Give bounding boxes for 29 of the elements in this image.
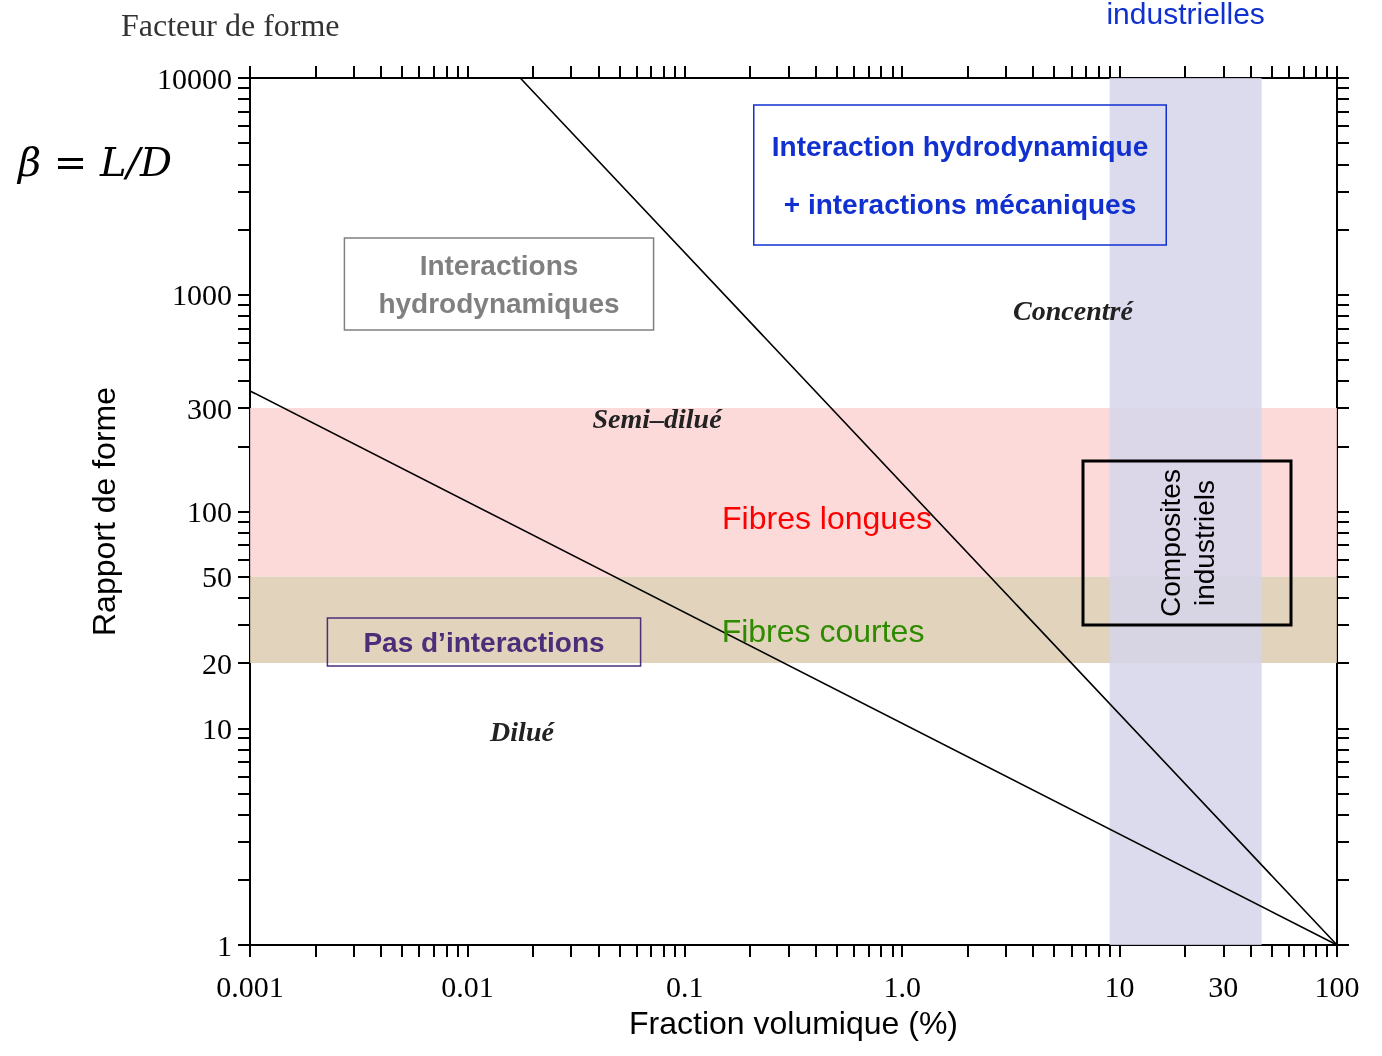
y-tick-label: 50	[202, 560, 232, 594]
x-tick-label: 1.0	[883, 969, 921, 1003]
y-tick-label: 20	[202, 646, 232, 680]
chart-title: Facteur de forme	[121, 7, 340, 43]
x-tick-label: 0.01	[441, 969, 494, 1003]
x-tick-label: 30	[1208, 969, 1239, 1003]
annotation: Semi–dilué	[592, 402, 724, 434]
annotation: Fibres longues	[722, 500, 932, 536]
annotation: Pas d’interactions	[363, 626, 605, 658]
x-tick-label: 100	[1314, 969, 1360, 1003]
annotation: Dilué	[489, 715, 556, 747]
x-axis-title: Fraction volumique (%)	[629, 1005, 958, 1041]
x-tick-label: 0.001	[216, 969, 284, 1003]
y-tick-label: 10000	[157, 61, 232, 95]
text: β = L/D	[15, 139, 173, 185]
y-tick-label: 300	[187, 391, 232, 425]
y-axis-title: Rapport de forme	[86, 386, 122, 637]
annotation: Fibres courtes	[721, 613, 925, 649]
annotation: Composites industriels	[1154, 469, 1220, 617]
x-tick-label: 0.1	[666, 969, 704, 1003]
y-tick-label: 1000	[172, 278, 232, 312]
band-label: industrielles	[1106, 0, 1265, 30]
x-tick-label: 10	[1104, 969, 1135, 1003]
y-tick-label: 1	[217, 928, 232, 962]
y-tick-label: 100	[187, 495, 232, 528]
annotation: Concentré	[1013, 294, 1135, 326]
annotation: Interaction hydrodynamique + interactions mécaniques	[771, 130, 1149, 220]
y-tick-label: 10	[202, 711, 232, 745]
annotation: Interactions hydrodynamiques	[378, 249, 620, 319]
